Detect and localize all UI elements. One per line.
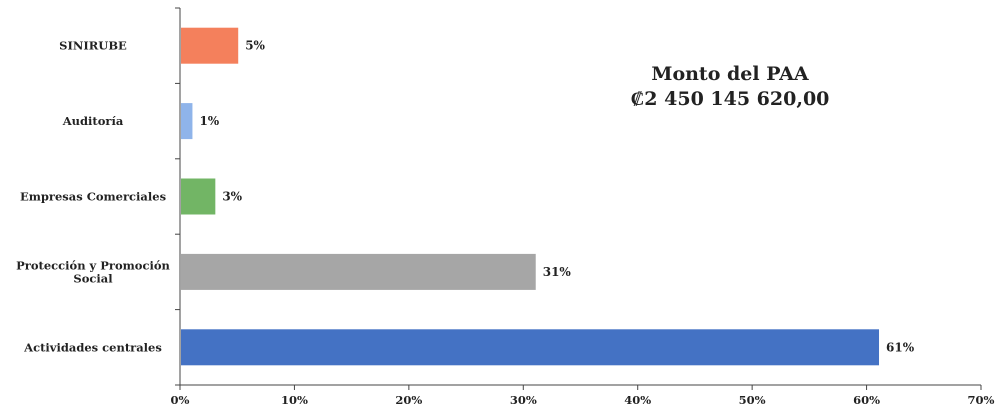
chart-annotation: Monto del PAA ₡2 450 145 620,00 [590,62,870,112]
bar [181,103,193,140]
x-tick-label: 40% [624,393,651,407]
category-label: SINIRUBE [59,39,127,53]
category-label: Actividades centrales [23,340,162,354]
bar [181,178,216,215]
x-tick-label: 20% [395,393,422,407]
x-tick-label: 0% [171,393,190,407]
data-label: 61% [886,340,915,354]
category-label: Social [73,271,113,285]
data-label: 31% [543,265,572,279]
bar [181,329,880,366]
data-label: 1% [199,114,219,128]
bar [181,253,536,290]
annotation-line-1: Monto del PAA [651,63,809,85]
x-tick-label: 50% [739,393,766,407]
x-tick-label: 60% [853,393,880,407]
x-tick-label: 30% [510,393,537,407]
annotation-line-2: ₡2 450 145 620,00 [630,88,830,110]
bar [181,27,239,64]
category-label: Empresas Comerciales [20,190,166,204]
x-tick-label: 70% [968,393,995,407]
category-label: Protección y Promoción [16,258,170,272]
category-label: Auditoría [62,114,124,128]
x-tick-label: 10% [281,393,308,407]
data-label: 3% [222,190,242,204]
data-label: 5% [245,39,265,53]
